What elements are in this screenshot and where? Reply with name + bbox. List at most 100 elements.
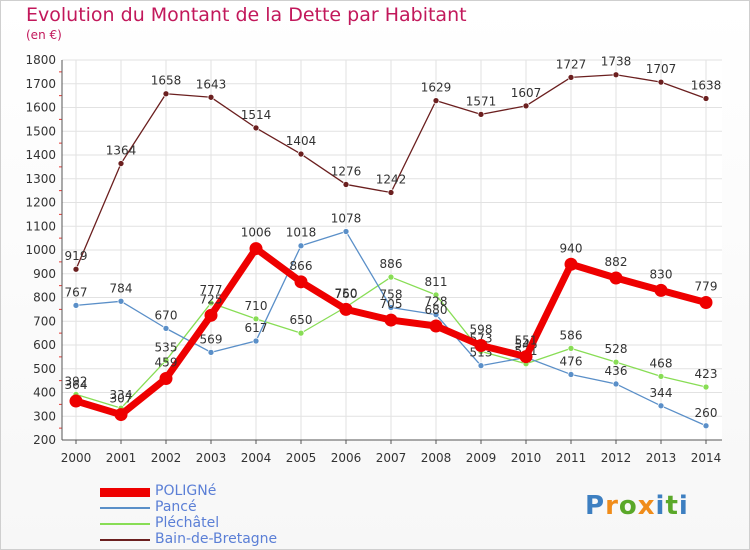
proxiti-logo: Proxiti	[585, 491, 689, 521]
data-point	[432, 97, 440, 104]
data-label: 750	[335, 286, 358, 300]
data-point	[387, 189, 395, 196]
data-point	[162, 357, 170, 364]
data-point	[207, 299, 215, 307]
data-point	[432, 311, 440, 318]
data-point	[567, 73, 575, 81]
data-label: 586	[560, 328, 583, 342]
x-tick-label: 2013	[646, 451, 677, 465]
data-point	[609, 271, 623, 285]
data-point	[297, 329, 305, 337]
data-label: 650	[290, 313, 313, 327]
data-point	[657, 402, 665, 410]
logo-letter: t	[665, 491, 679, 521]
legend-label: Pancé	[155, 499, 197, 515]
legend-swatch	[100, 488, 150, 497]
logo-letter: x	[637, 491, 656, 521]
data-label: 598	[470, 322, 493, 336]
data-label: 866	[290, 259, 313, 273]
y-tick-label: 1600	[25, 101, 56, 115]
data-label: 551	[515, 334, 538, 348]
y-tick-label: 1500	[25, 124, 56, 138]
data-point	[702, 95, 710, 102]
legend-swatch	[100, 507, 150, 509]
data-label: 344	[650, 386, 673, 400]
data-point	[204, 308, 218, 322]
line-chart: 200 300 400 500 600 700 800 900 1000 1100 1200 1300…	[25, 53, 722, 465]
data-label: 784	[110, 281, 133, 295]
data-label: 1364	[106, 144, 137, 158]
legend-label: POLIGNé	[155, 483, 217, 499]
y-tick-label: 1100	[25, 219, 56, 233]
data-label: 1571	[466, 94, 497, 108]
x-tick-label: 2001	[106, 451, 137, 465]
data-point	[654, 283, 668, 297]
data-label: 1643	[196, 77, 227, 91]
x-tick-label: 2014	[691, 451, 722, 465]
data-point	[612, 358, 620, 366]
data-label: 1404	[286, 134, 317, 148]
x-tick-label: 2010	[511, 451, 542, 465]
data-label: 1658	[151, 74, 182, 88]
data-label: 767	[65, 285, 88, 299]
y-tick-label: 1200	[25, 196, 56, 210]
data-point	[252, 124, 260, 132]
data-label: 1006	[241, 226, 272, 240]
data-label: 919	[65, 249, 88, 263]
data-point	[567, 344, 575, 352]
data-label: 940	[560, 241, 583, 255]
logo-letter: i	[678, 491, 689, 521]
y-tick-label: 300	[33, 409, 56, 423]
data-label: 670	[155, 308, 178, 322]
data-point	[159, 371, 173, 385]
data-label: 1242	[376, 173, 407, 187]
x-tick-label: 2011	[556, 451, 587, 465]
data-label: 710	[245, 299, 268, 313]
data-point	[429, 319, 443, 333]
y-tick-label: 400	[33, 386, 56, 400]
data-label: 617	[245, 321, 268, 335]
data-label: 334	[110, 388, 133, 402]
data-point	[657, 373, 665, 380]
data-point	[252, 337, 260, 345]
data-label: 528	[605, 342, 628, 356]
legend-label: Pléchâtel	[155, 515, 220, 531]
legend-swatch	[100, 523, 150, 525]
data-point	[117, 297, 125, 305]
y-tick-label: 500	[33, 362, 56, 376]
data-point	[432, 291, 440, 299]
x-tick-label: 2004	[241, 451, 272, 465]
y-tick-label: 700	[33, 314, 56, 328]
x-tick-label: 2006	[331, 451, 362, 465]
data-label: 1514	[241, 108, 272, 122]
data-point	[657, 78, 665, 86]
x-tick-label: 2007	[376, 451, 407, 465]
logo-letter: P	[585, 491, 606, 521]
data-point	[162, 325, 170, 332]
data-label: 1276	[331, 164, 362, 178]
data-label: 364	[65, 378, 88, 392]
data-label: 535	[155, 340, 178, 354]
data-label: 758	[380, 287, 403, 301]
data-label: 725	[200, 292, 223, 306]
data-label: 392	[65, 374, 88, 388]
data-point	[339, 302, 353, 316]
logo-letter: i	[655, 491, 666, 521]
data-label: 476	[560, 354, 583, 368]
y-tick-label: 1300	[25, 172, 56, 186]
legend-swatch	[100, 539, 150, 541]
data-label: 728	[425, 295, 448, 309]
data-point	[564, 257, 578, 271]
data-label: 1727	[556, 57, 587, 71]
data-label: 882	[605, 255, 628, 269]
y-tick-label: 1000	[25, 243, 56, 257]
data-point	[699, 295, 713, 309]
data-label: 705	[380, 297, 403, 311]
data-point	[387, 273, 395, 281]
y-tick-label: 800	[33, 291, 56, 305]
data-label: 1607	[511, 86, 542, 100]
data-point	[252, 315, 260, 323]
data-point	[342, 228, 350, 235]
logo-letter: r	[605, 491, 619, 521]
legend-label: Bain-de-Bretagne	[155, 531, 278, 547]
